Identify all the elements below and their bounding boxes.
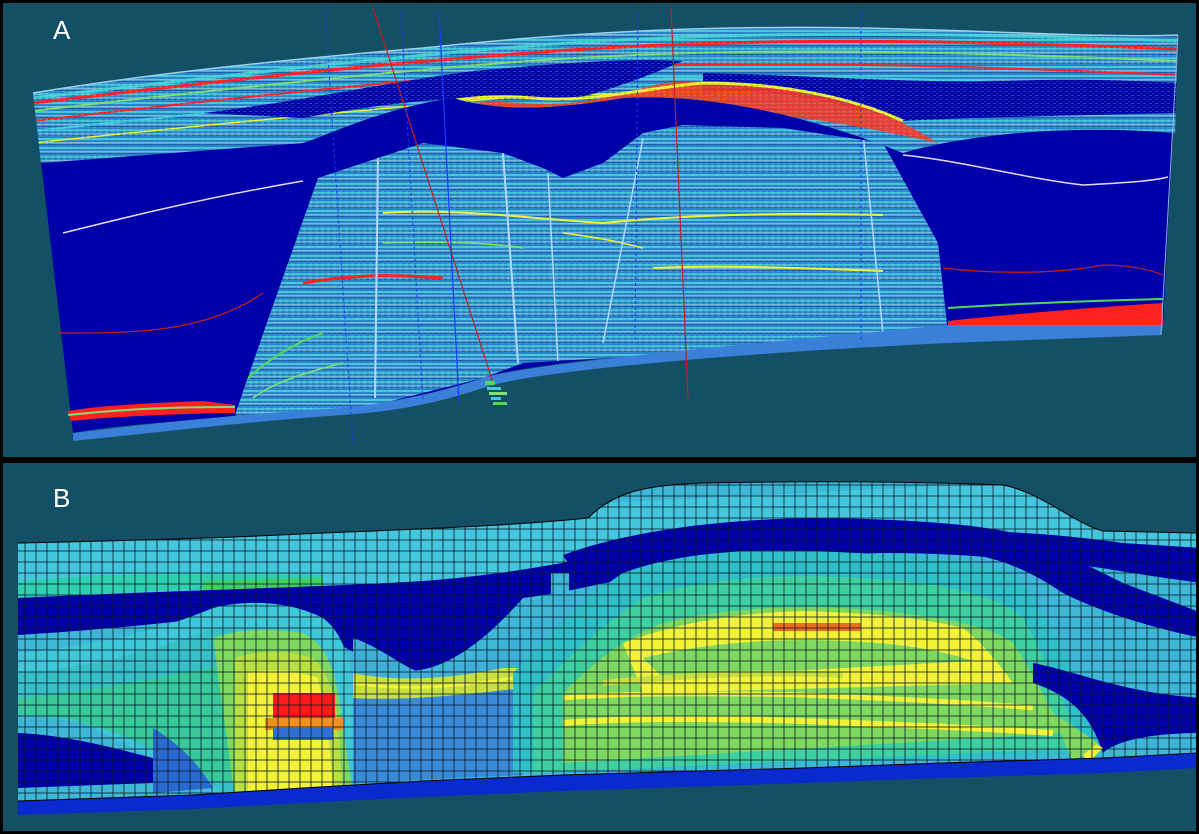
horizon-left (62, 180, 304, 234)
panel-b-canvas (17, 481, 1196, 815)
well-log-marker (485, 381, 507, 405)
well-trajectories (324, 7, 862, 444)
lower-left-reflector (68, 401, 235, 421)
panel-b-3d-grid-view: B (0, 460, 1199, 834)
panel-a-label: A (53, 15, 71, 45)
volume-base-slab (73, 325, 1163, 441)
horizon-red-right (942, 264, 1164, 276)
panel-a-3d-seismic-view: A (0, 0, 1199, 460)
horizon-right (902, 154, 1169, 186)
horizon-red-left (57, 292, 264, 334)
panel-a-canvas (32, 7, 1179, 444)
grid-base-slab (18, 753, 1196, 815)
panel-b-label: B (53, 483, 71, 513)
